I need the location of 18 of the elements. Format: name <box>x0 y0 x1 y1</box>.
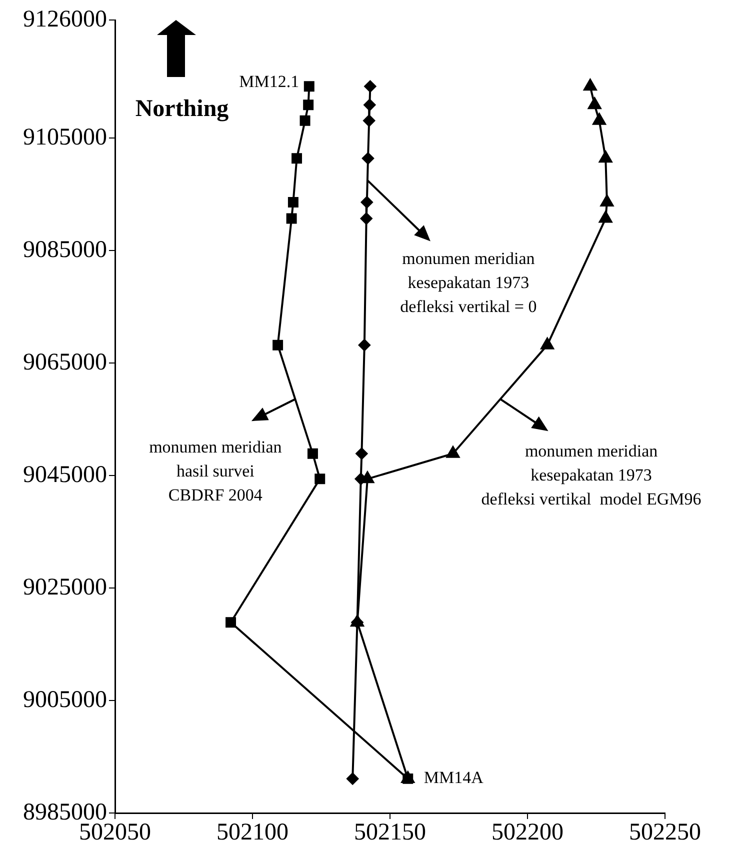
x-tick-label: 502150 <box>354 820 426 846</box>
annotation: MM14A <box>424 768 484 788</box>
y-tick-label: 9085000 <box>23 236 107 263</box>
annotation: monumen meridian kesepakatan 1973 defleksi vertikal = 0 <box>400 248 537 316</box>
y-tick-label: 9065000 <box>23 349 107 376</box>
y-tick-label: 9025000 <box>23 574 107 600</box>
x-tick-label: 502200 <box>492 820 564 846</box>
annotation: MM12.1 <box>239 72 300 91</box>
annotation: monumen meridian kesepakatan 1973 defleksi vertikal model EGM96 <box>481 442 702 509</box>
y-tick-label: 9105000 <box>23 124 107 150</box>
x-tick-label: 502100 <box>216 820 288 846</box>
y-axis-title: Northing <box>135 96 229 122</box>
annotation: monumen meridian hasil survei CBDRF 2004 <box>149 438 282 505</box>
y-tick-label: 9045000 <box>23 462 107 488</box>
x-tick-label: 502050 <box>79 820 151 846</box>
y-tick-label: 9126000 <box>23 6 107 32</box>
y-tick-label: 9005000 <box>23 686 107 713</box>
x-tick-label: 502250 <box>629 820 701 846</box>
